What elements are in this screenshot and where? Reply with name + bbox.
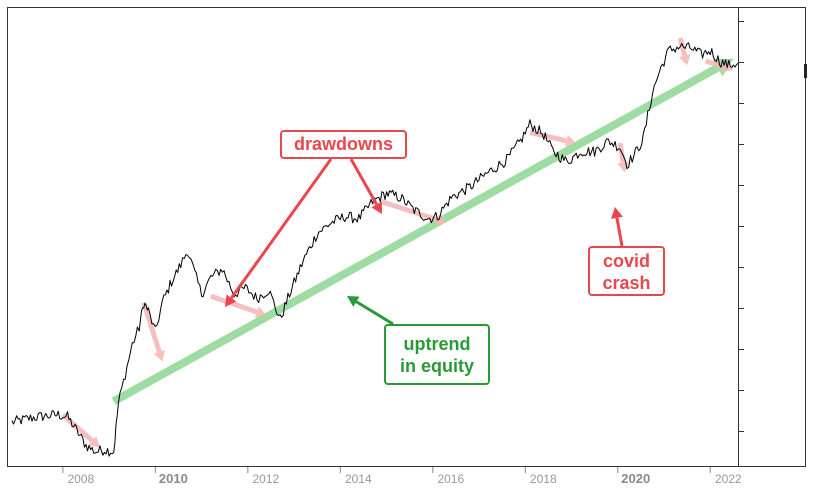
- uptrend-pointer-shaft: [355, 300, 394, 326]
- x-tick-label-2008: 2008: [68, 472, 95, 486]
- drawdowns-pointer-right-shaft: [349, 158, 378, 206]
- annotation-pointers-layer: [225, 158, 624, 326]
- uptrend-pointer-head: [347, 296, 360, 307]
- equity-line: [11, 42, 739, 457]
- uptrend-callout: uptrend in equity: [384, 324, 490, 385]
- drawdown-arrow-head-1: [88, 436, 100, 448]
- x-tick-label-2016: 2016: [437, 472, 464, 486]
- covid-crash-callout: covid crash: [588, 246, 665, 296]
- uptrend-label-line1: uptrend: [403, 334, 471, 354]
- drawdown-arrow-head-5: [565, 134, 577, 147]
- drawdown-arrow-7: [677, 37, 688, 57]
- drawdown-arrows-layer: [61, 37, 734, 448]
- drawdown-arrow-head-4: [435, 214, 447, 226]
- uptrend-label-line2: in equity: [399, 356, 474, 376]
- uptrend-arrow-shaft: [111, 64, 720, 405]
- right-edge-marker: [804, 64, 807, 78]
- drawdown-arrow-head-3: [254, 306, 267, 318]
- drawdowns-label: drawdowns: [293, 134, 393, 154]
- drawdowns-pointer-left-head: [225, 294, 237, 307]
- covid-pointer-shaft: [615, 217, 624, 247]
- drawdown-arrow-8: [704, 58, 725, 69]
- drawdowns-pointer-left-shaft: [230, 158, 333, 299]
- covid-label-line2: crash: [602, 273, 651, 293]
- drawdowns-pointer-right-head: [371, 201, 382, 214]
- drawdown-arrow-head-7: [678, 54, 691, 66]
- drawdown-arrow-1: [61, 412, 95, 443]
- equity-series-layer: [11, 42, 739, 457]
- x-tick-label-2018: 2018: [530, 472, 557, 486]
- covid-pointer-head: [611, 207, 623, 219]
- x-tick-label-2020: 2020: [621, 471, 650, 486]
- x-tick-label-2014: 2014: [345, 472, 372, 486]
- y-axis-ticks: [738, 21, 744, 432]
- drawdown-arrow-2: [141, 301, 162, 353]
- x-tick-label-2012: 2012: [252, 472, 279, 486]
- x-tick-label-2022: 2022: [715, 472, 742, 486]
- drawdown-arrow-4: [381, 199, 438, 223]
- drawdown-arrow-3: [210, 293, 258, 315]
- drawdown-arrow-5: [529, 130, 567, 144]
- x-axis-ticks: 2008 2010 2012 2014 2016 2018 2020 2022: [62, 467, 742, 486]
- drawdowns-callout: drawdowns: [280, 130, 407, 159]
- drawdown-arrow-head-2: [153, 350, 166, 362]
- covid-label-line1: covid: [602, 251, 650, 271]
- x-tick-label-2010: 2010: [159, 471, 188, 486]
